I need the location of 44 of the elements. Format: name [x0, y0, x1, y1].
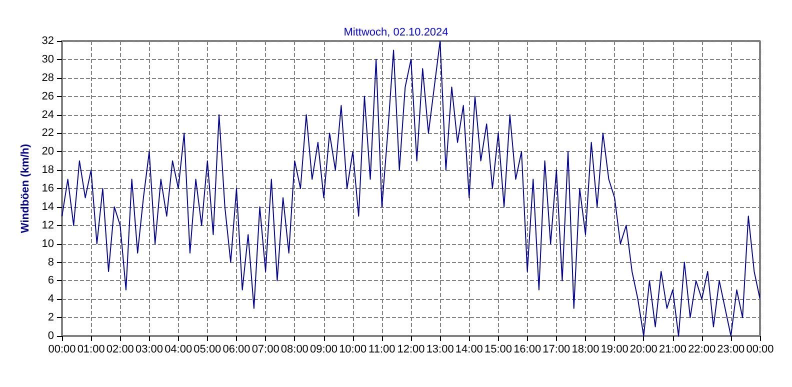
- y-tick-label: 8: [48, 256, 54, 268]
- x-tick-label: 07:00: [252, 344, 280, 356]
- y-tick-label: 28: [42, 72, 54, 84]
- y-tick-label: 6: [48, 274, 54, 287]
- y-tick-label: 2: [48, 312, 54, 324]
- x-tick-label: 19:00: [600, 344, 628, 356]
- y-tick-label: 32: [42, 35, 54, 47]
- x-tick-label: 18:00: [572, 344, 600, 356]
- x-tick-label: 17:00: [542, 344, 570, 356]
- x-tick-label: 23:00: [717, 344, 745, 356]
- x-tick-label: 10:00: [339, 344, 367, 356]
- x-tick-label: 00:00: [746, 344, 774, 356]
- y-tick-label: 10: [42, 238, 54, 250]
- x-tick-label: 00:00: [48, 344, 76, 356]
- y-tick-label: 14: [42, 200, 54, 213]
- y-tick-label: 20: [42, 146, 54, 158]
- y-tick-label: 30: [42, 53, 54, 66]
- x-tick-label: 09:00: [310, 344, 338, 356]
- y-tick-label: 22: [42, 127, 54, 140]
- x-tick-label: 01:00: [77, 344, 105, 356]
- y-tick-label: 26: [42, 90, 54, 102]
- x-tick-label: 11:00: [368, 344, 396, 356]
- x-tick-label: 05:00: [194, 344, 222, 356]
- x-tick-label: 15:00: [484, 344, 512, 356]
- y-axis-title: Windböen (km/h): [19, 144, 32, 234]
- x-tick-label: 13:00: [426, 344, 454, 356]
- y-tick-label: 0: [48, 330, 54, 342]
- x-tick-label: 12:00: [397, 344, 425, 356]
- x-tick-label: 21:00: [658, 344, 687, 356]
- y-tick-label: 4: [48, 293, 54, 306]
- x-tick-label: 16:00: [514, 344, 542, 356]
- x-tick-label: 20:00: [630, 344, 658, 356]
- chart-title: Mittwoch, 02.10.2024: [344, 26, 448, 38]
- x-tick-label: 14:00: [455, 344, 483, 356]
- y-tick-label: 18: [42, 164, 54, 176]
- x-tick-label: 03:00: [135, 344, 164, 356]
- y-tick-label: 12: [42, 219, 54, 232]
- x-tick-label: 06:00: [222, 344, 250, 356]
- x-tick-label: 02:00: [106, 344, 134, 356]
- y-tick-label: 16: [42, 182, 54, 194]
- x-tick-label: 22:00: [688, 344, 716, 356]
- y-tick-label: 24: [42, 108, 54, 121]
- x-tick-label: 04:00: [164, 344, 192, 356]
- x-tick-label: 08:00: [280, 344, 308, 356]
